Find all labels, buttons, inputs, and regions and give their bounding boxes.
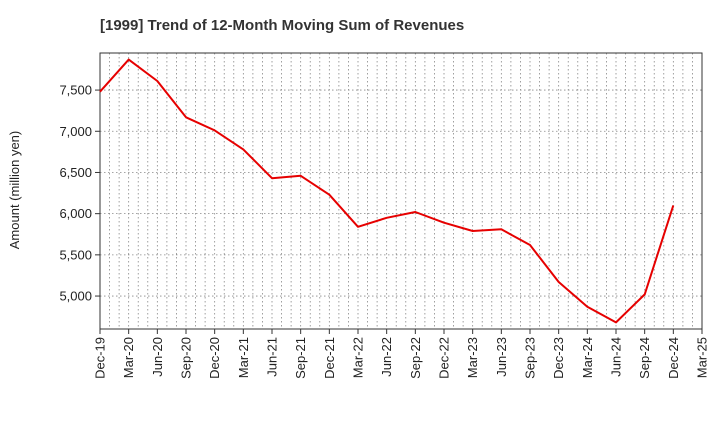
x-tick-label: Mar-22 [351,337,366,378]
y-ticks: 5,000 5,500 6,000 6,500 7,000 7,500 [59,83,100,304]
y-tick-label: 7,500 [59,83,92,98]
x-tick-label: Sep-23 [523,337,538,379]
x-tick-label: Jun-21 [265,337,280,377]
x-tick-label: Mar-21 [236,337,251,378]
series-line [99,58,675,324]
x-tick-label: Mar-23 [465,337,480,378]
x-tick-label: Mar-25 [695,337,710,378]
series-layer [99,58,675,324]
plot-frame [99,52,703,330]
y-tick-label: 7,000 [59,124,92,139]
x-tick-label: Dec-24 [666,337,681,379]
y-tick-label: 5,500 [59,247,92,262]
x-tick-label: Dec-20 [207,337,222,379]
x-tick-label: Sep-20 [179,337,194,379]
chart-title: [1999] Trend of 12-Month Moving Sum of R… [100,17,464,34]
x-tick-label: Jun-20 [150,337,165,377]
x-tick-label: Sep-24 [637,337,652,379]
y-tick-label: 6,000 [59,206,92,221]
y-tick-label: 6,500 [59,165,92,180]
x-tick-label: Dec-22 [437,337,452,379]
x-tick-label: Jun-23 [494,337,509,377]
x-tick-label: Jun-24 [609,337,624,377]
x-tick-label: Dec-19 [93,337,108,379]
x-tick-label: Dec-23 [551,337,566,379]
x-tick-label: Dec-21 [322,337,337,379]
x-tick-label: Jun-22 [379,337,394,377]
grid-layer [100,53,702,329]
x-tick-label: Mar-24 [580,337,595,378]
x-tick-label: Sep-22 [408,337,423,379]
x-ticks: Dec-19 Mar-20 Jun-20 Sep-20 Dec-20 Mar-21 Jun-… [93,329,710,379]
y-tick-label: 5,000 [59,289,92,304]
x-tick-label: Sep-21 [293,337,308,379]
y-axis-label: Amount (million yen) [7,131,22,250]
x-tick-label: Mar-20 [121,337,136,378]
